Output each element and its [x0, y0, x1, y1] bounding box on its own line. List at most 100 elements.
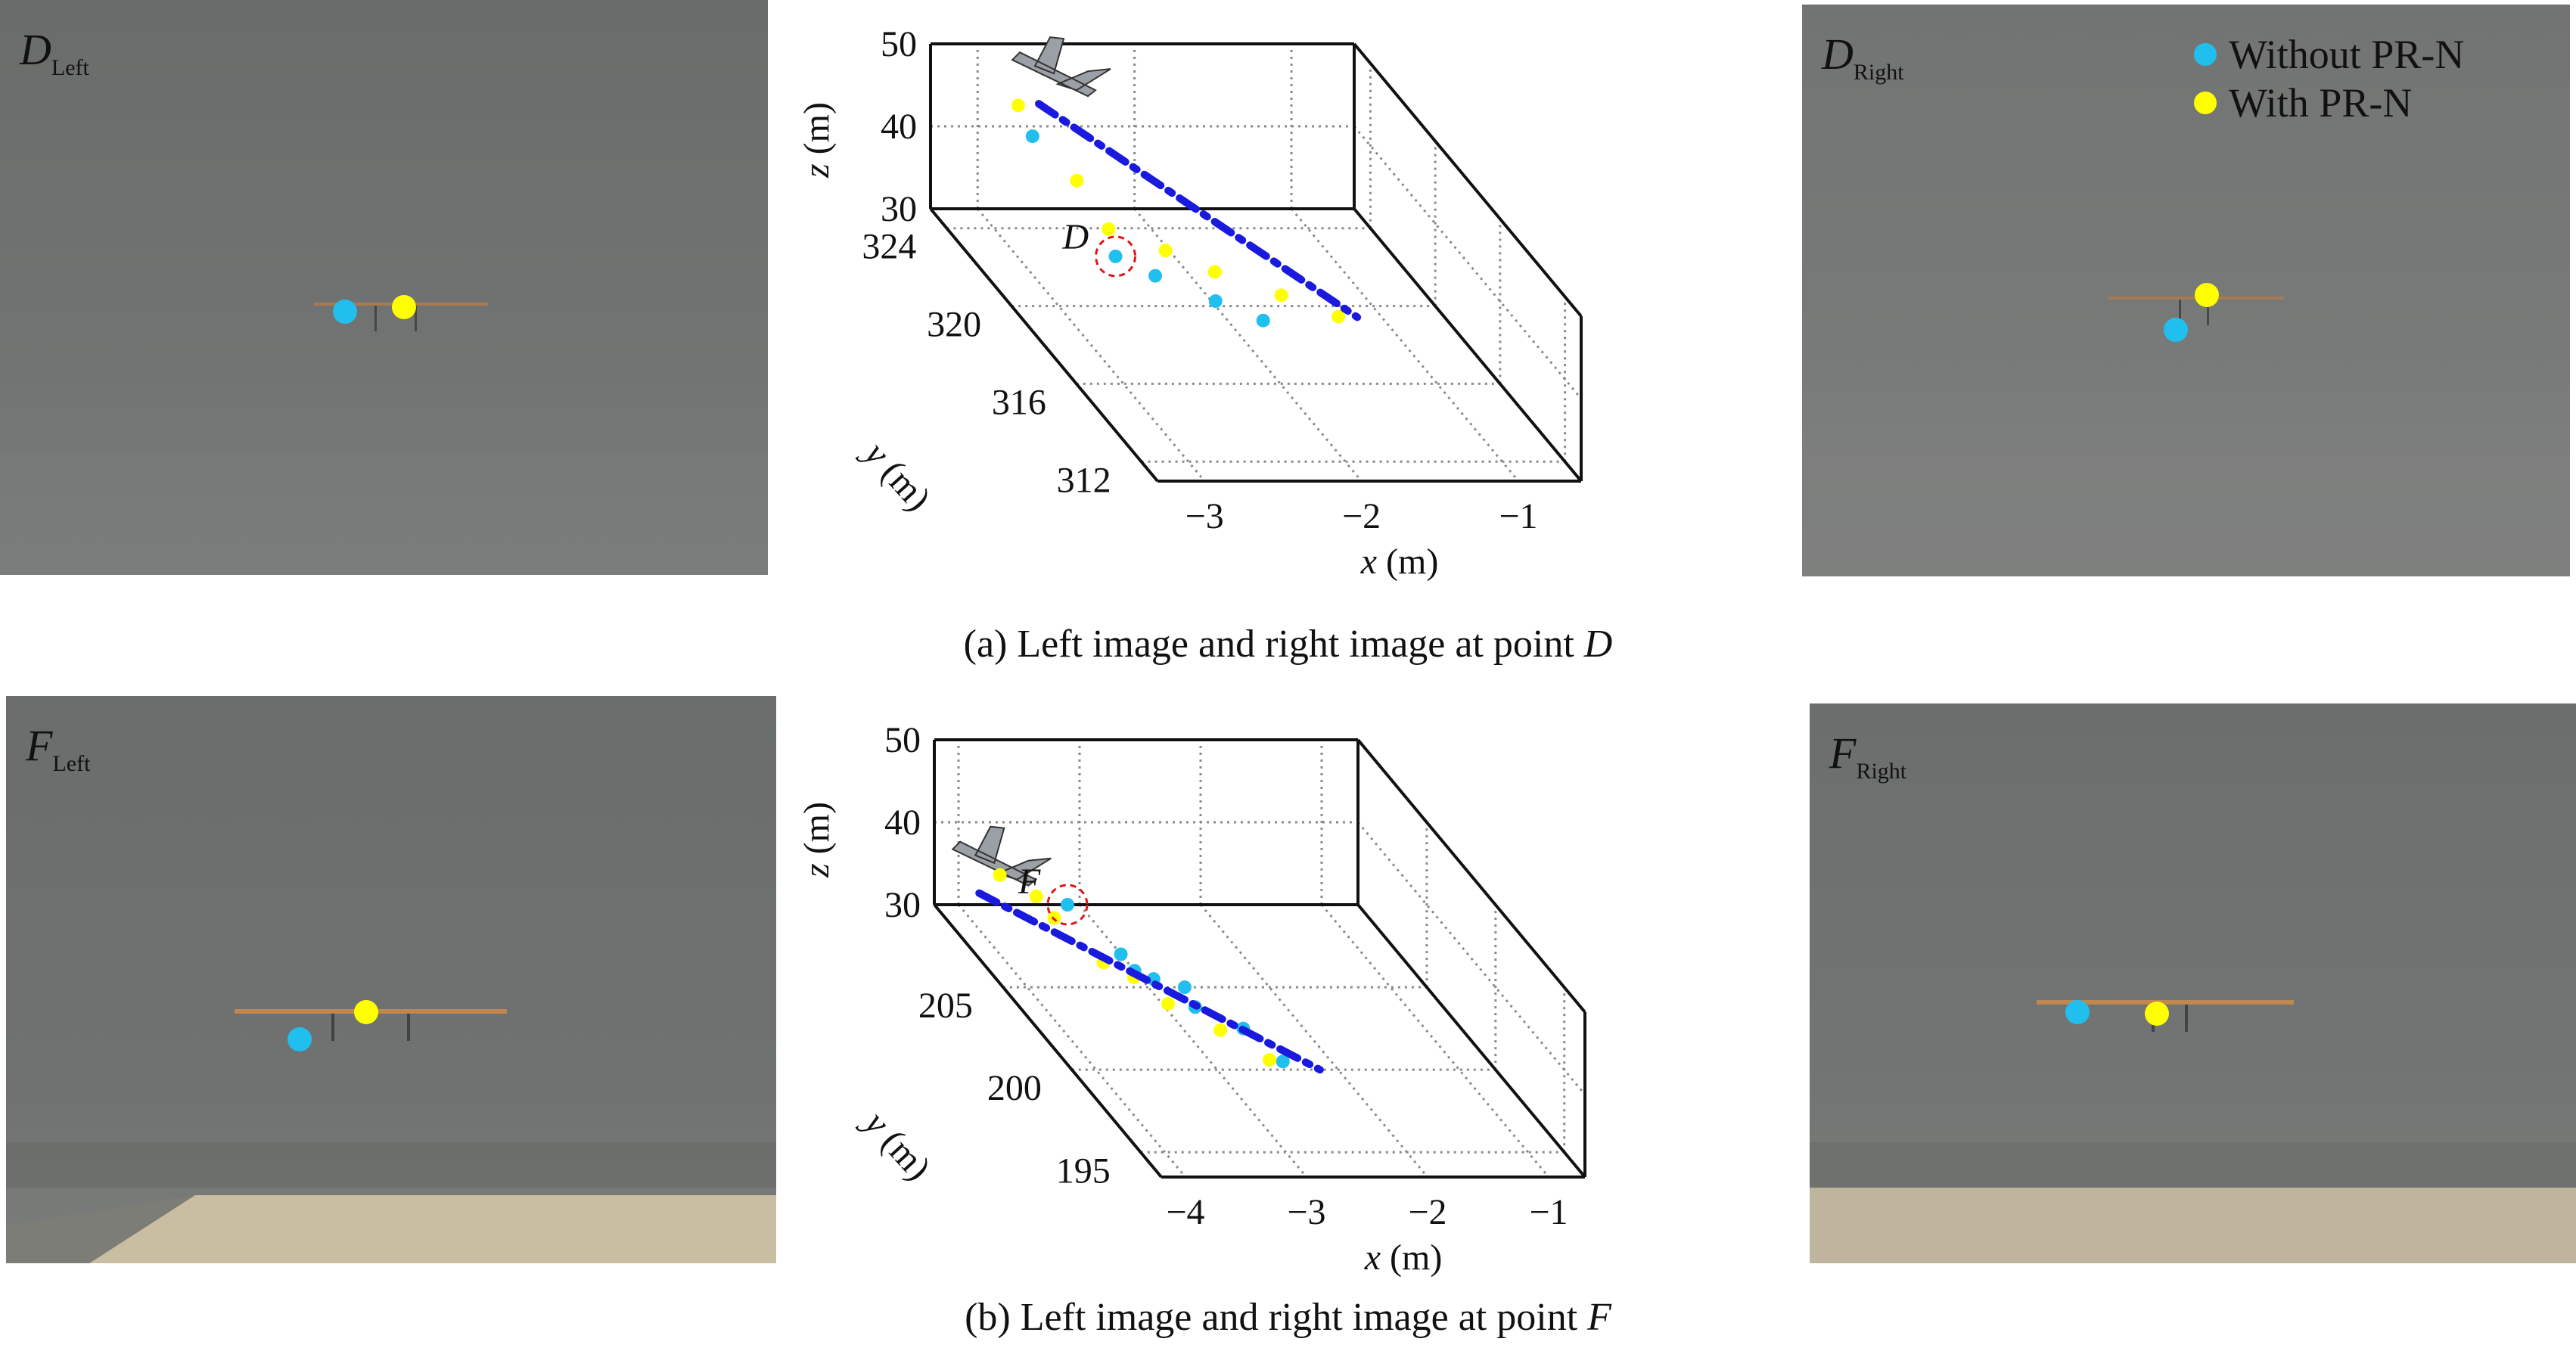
- x-axis-label: x (m): [1360, 542, 1439, 582]
- without-prn-point: [1114, 947, 1128, 961]
- image-label: DLeft: [20, 25, 89, 80]
- y-tick-label: 205: [918, 986, 973, 1026]
- legend-item-without: Without PR-N: [2194, 30, 2464, 79]
- y-axis-label: y (m): [854, 1101, 938, 1188]
- z-tick-label: 50: [884, 720, 921, 760]
- photo-f-left: FLeft: [6, 696, 776, 1263]
- without-prn-point: [1256, 313, 1270, 328]
- with-prn-point: [2145, 1002, 2169, 1026]
- gridline: [1356, 821, 1586, 1095]
- y-tick-label: 324: [862, 227, 916, 267]
- axis-box-edge: [1356, 738, 1586, 1014]
- gridline: [957, 904, 1187, 1178]
- x-tick-label: −2: [1408, 1192, 1446, 1232]
- with-prn-point: [354, 1000, 378, 1024]
- with-prn-point: [2195, 283, 2219, 307]
- axis-box-edge: [1353, 207, 1583, 483]
- with-prn-point: [1102, 222, 1116, 236]
- trajectory-3d-chart-d: 30 40 50 312 316 320 324 −3 −2 −1 z (m) y (m) x (m) D: [797, 24, 1583, 582]
- z-tick-label: 40: [884, 803, 921, 843]
- foggy-sky-image: [0, 0, 768, 575]
- image-label: DRight: [1822, 30, 1904, 85]
- with-prn-point: [1213, 1023, 1228, 1037]
- x-tick-label: −3: [1287, 1192, 1325, 1232]
- marker-label: F: [1018, 862, 1041, 902]
- caption-a: (a) Left image and right image at point …: [963, 623, 1613, 666]
- gridline: [1199, 904, 1429, 1178]
- trajectory-3d-chart-f: 30 40 50 195 200 205 −4 −3 −2 −1 z (m) y (m) x (m) F: [797, 720, 1586, 1278]
- gridline: [1320, 904, 1550, 1178]
- with-prn-point: [1029, 890, 1043, 904]
- without-prn-point: [2065, 1000, 2090, 1024]
- without-prn-point: [1177, 980, 1192, 995]
- without-prn-point: [1148, 269, 1163, 283]
- legend-swatch-with: [2194, 92, 2217, 114]
- aircraft-icon-body: [1011, 36, 1111, 98]
- z-axis-label-var: z: [797, 163, 837, 179]
- z-axis-label-unit: (m): [797, 802, 837, 863]
- aircraft-gear: [331, 1014, 410, 1041]
- z-tick-label: 30: [884, 885, 921, 925]
- x-tick-label: −3: [1185, 496, 1224, 536]
- aircraft-gear: [374, 306, 417, 331]
- trajectory-line: [1035, 100, 1362, 321]
- gridline: [1078, 904, 1308, 1178]
- legend-item-with: With PR-N: [2194, 79, 2464, 127]
- aircraft-gear: [2179, 300, 2209, 325]
- photo-d-left: DLeft: [0, 0, 768, 575]
- x-axis-label-unit: (m): [1377, 542, 1438, 582]
- axis-box-edge: [929, 207, 1159, 483]
- without-prn-point: [333, 300, 357, 324]
- with-prn-point: [1161, 996, 1176, 1011]
- legend: Without PR-N With PR-N: [2194, 30, 2464, 127]
- without-prn-point: [1061, 898, 1074, 912]
- gridline: [1353, 126, 1583, 399]
- with-prn-point: [1262, 1053, 1276, 1067]
- x-tick-label: −2: [1342, 496, 1381, 536]
- aircraft-icon: [951, 825, 1052, 887]
- caption-b: (b) Left image and right image at point …: [965, 1296, 1611, 1339]
- without-prn-point: [1208, 294, 1223, 309]
- y-axis-label: y (m): [854, 431, 938, 518]
- marker-ring: [1046, 884, 1089, 926]
- legend-label-with: With PR-N: [2229, 80, 2413, 126]
- aircraft: [2037, 1000, 2294, 1005]
- z-axis-label: z (m): [797, 802, 837, 878]
- y-tick-label: 200: [987, 1068, 1042, 1108]
- aircraft-icon: [1011, 36, 1111, 98]
- z-axis-label-var: z: [797, 863, 837, 878]
- gridline: [1290, 208, 1520, 482]
- foggy-runway-image: [1810, 703, 2576, 1263]
- image-label: FRight: [1829, 728, 1907, 784]
- with-prn-point: [993, 868, 1007, 882]
- x-axis-label-unit: (m): [1381, 1238, 1442, 1278]
- y-tick-label: 316: [992, 382, 1046, 422]
- x-tick-label: −1: [1529, 1192, 1568, 1232]
- legend-label-without: Without PR-N: [2229, 32, 2465, 77]
- x-tick-label: −4: [1166, 1192, 1204, 1232]
- gridline: [977, 208, 1206, 482]
- x-axis-label-var: x: [1364, 1238, 1381, 1278]
- with-prn-point: [1011, 98, 1025, 113]
- axis-box-edge: [1356, 903, 1586, 1179]
- marker-label: D: [1062, 217, 1089, 257]
- x-axis-label-var: x: [1360, 542, 1377, 582]
- without-prn-point: [1276, 1054, 1290, 1069]
- marker-ring: [1095, 235, 1137, 278]
- with-prn-point: [1158, 244, 1173, 258]
- with-prn-point: [1332, 309, 1346, 324]
- with-prn-point: [1070, 173, 1084, 188]
- z-tick-label: 30: [881, 189, 917, 229]
- aircraft-icon-body: [951, 825, 1052, 887]
- image-label: FLeft: [26, 721, 91, 776]
- axis-box-edge: [1353, 42, 1583, 318]
- y-tick-label: 320: [927, 305, 981, 345]
- z-axis-label: z (m): [797, 102, 837, 179]
- with-prn-point: [392, 295, 416, 319]
- axis-box-edge: [933, 903, 1163, 1179]
- y-tick-label: 195: [1056, 1151, 1111, 1191]
- with-prn-point: [1207, 265, 1222, 279]
- with-prn-point: [1274, 288, 1288, 303]
- x-axis-label: x (m): [1364, 1238, 1443, 1278]
- legend-swatch-without: [2194, 43, 2217, 66]
